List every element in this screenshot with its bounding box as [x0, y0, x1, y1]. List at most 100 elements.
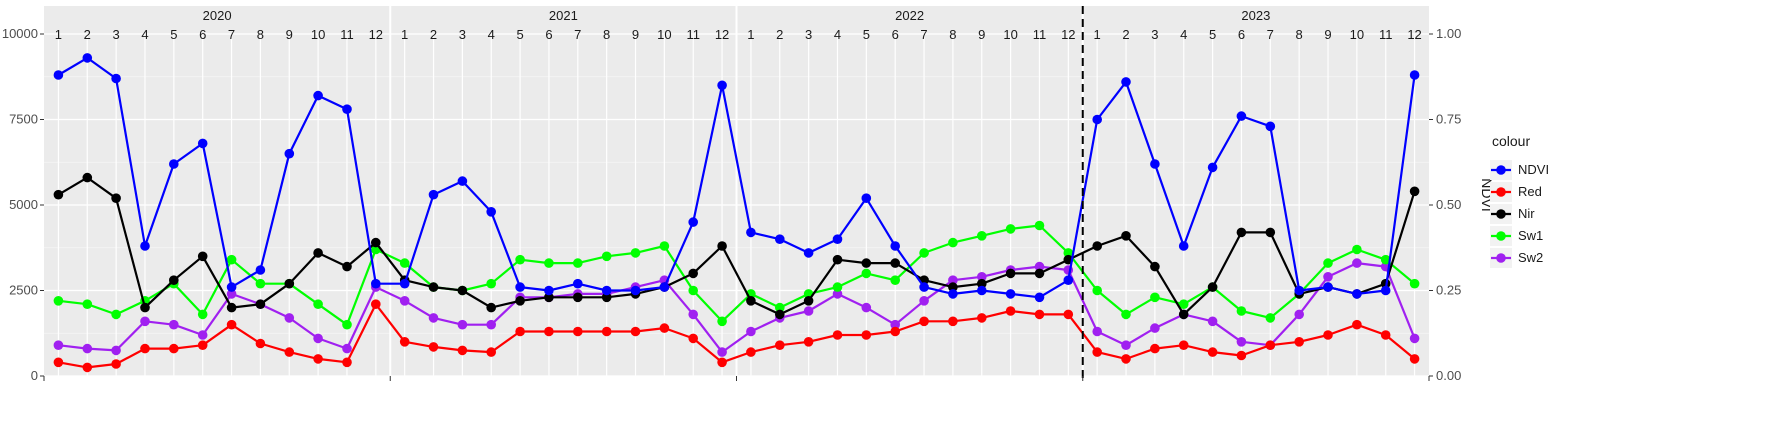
data-point-sw2: [428, 313, 439, 323]
data-point-ndvi: [1005, 289, 1016, 299]
month-label: 7: [920, 27, 927, 42]
month-label: 11: [686, 27, 700, 42]
data-point-sw1: [1063, 248, 1074, 258]
data-point-ndvi: [630, 285, 641, 296]
facet-year-label: 2020: [203, 8, 232, 23]
month-label: 5: [1209, 27, 1216, 42]
series-line-sw2: [58, 262, 1416, 354]
data-point-red: [457, 345, 468, 356]
legend-key-point: [1496, 165, 1506, 175]
data-point-ndvi: [457, 176, 468, 186]
data-point-nir: [601, 292, 612, 303]
data-point-sw2: [197, 330, 208, 340]
data-point-nir: [717, 241, 727, 251]
data-point-ndvi: [1380, 285, 1391, 296]
data-point-nir: [255, 299, 266, 310]
data-point-red: [313, 354, 323, 364]
data-point-red: [1121, 354, 1131, 364]
data-point-nir: [313, 248, 323, 258]
month-label: 8: [603, 27, 610, 42]
data-point-sw1: [861, 268, 872, 279]
data-point-red: [775, 340, 785, 351]
data-point-red: [197, 340, 208, 351]
month-label: 7: [574, 27, 581, 42]
data-point-nir: [457, 285, 468, 296]
month-label: 11: [1379, 27, 1393, 42]
data-point-red: [515, 326, 525, 337]
data-point-nir: [342, 261, 352, 272]
data-point-sw1: [775, 302, 785, 313]
data-point-sw1: [832, 282, 843, 292]
data-point-sw1: [111, 309, 121, 320]
legend-label: NDVI: [1518, 162, 1549, 177]
data-point-nir: [1005, 268, 1016, 279]
y2-tick-label: 0.75: [1436, 112, 1461, 127]
month-label: 2: [84, 27, 91, 42]
data-point-sw2: [1121, 340, 1131, 351]
data-point-sw2: [1150, 323, 1160, 333]
data-point-sw1: [486, 278, 497, 289]
month-label: 7: [228, 27, 235, 42]
data-point-red: [53, 357, 64, 368]
data-point-red: [284, 347, 295, 357]
data-point-red: [977, 313, 987, 323]
data-point-ndvi: [544, 285, 554, 296]
month-label: 4: [141, 27, 148, 42]
data-point-nir: [111, 193, 121, 203]
data-point-red: [573, 326, 583, 337]
facet-year-label: 2021: [549, 8, 578, 23]
month-label: 1: [747, 27, 754, 42]
data-point-sw2: [688, 309, 698, 320]
month-label: 9: [286, 27, 293, 42]
data-point-ndvi: [82, 53, 93, 63]
month-label: 6: [199, 27, 206, 42]
month-label: 7: [1267, 27, 1274, 42]
data-point-sw1: [1265, 313, 1276, 323]
data-point-ndvi: [1063, 275, 1074, 286]
month-label: 6: [545, 27, 552, 42]
data-point-sw1: [1005, 224, 1016, 234]
y2-tick-label: 0.25: [1436, 283, 1461, 298]
legend-key-point: [1496, 231, 1506, 241]
y-tick-label: 10000: [2, 26, 38, 41]
data-point-sw2: [977, 272, 987, 282]
data-point-red: [890, 326, 900, 337]
data-point-ndvi: [832, 234, 843, 244]
data-point-ndvi: [1352, 289, 1362, 299]
data-point-sw2: [486, 319, 497, 330]
month-label: 4: [1180, 27, 1187, 42]
data-point-ndvi: [1409, 70, 1420, 80]
data-point-ndvi: [197, 138, 208, 149]
data-point-red: [1323, 330, 1333, 340]
data-point-ndvi: [226, 282, 237, 292]
data-point-ndvi: [342, 104, 352, 114]
data-point-red: [1409, 354, 1420, 364]
month-label: 10: [1003, 27, 1017, 42]
data-point-ndvi: [775, 234, 785, 244]
data-point-ndvi: [399, 278, 410, 289]
y2-tick-label: 0.00: [1436, 368, 1461, 383]
y-tick-label: 0: [31, 368, 38, 383]
data-point-ndvi: [601, 285, 612, 296]
month-label: 12: [715, 27, 729, 42]
data-point-sw1: [515, 254, 525, 265]
data-point-red: [601, 326, 612, 337]
data-point-ndvi: [890, 241, 900, 251]
data-point-ndvi: [515, 282, 525, 292]
data-point-sw2: [226, 289, 237, 299]
data-point-sw2: [861, 302, 872, 313]
month-label: 3: [113, 27, 120, 42]
data-point-ndvi: [1092, 114, 1102, 125]
y-tick-label: 5000: [9, 197, 38, 212]
legend-item-sw1: Sw1: [1490, 226, 1543, 246]
data-point-sw2: [1092, 326, 1102, 337]
data-point-nir: [169, 275, 179, 286]
data-point-nir: [1121, 231, 1131, 241]
data-point-nir: [775, 309, 785, 320]
data-point-red: [659, 323, 670, 333]
data-point-sw1: [1178, 299, 1189, 310]
month-label: 2: [1122, 27, 1129, 42]
data-point-ndvi: [428, 189, 439, 200]
